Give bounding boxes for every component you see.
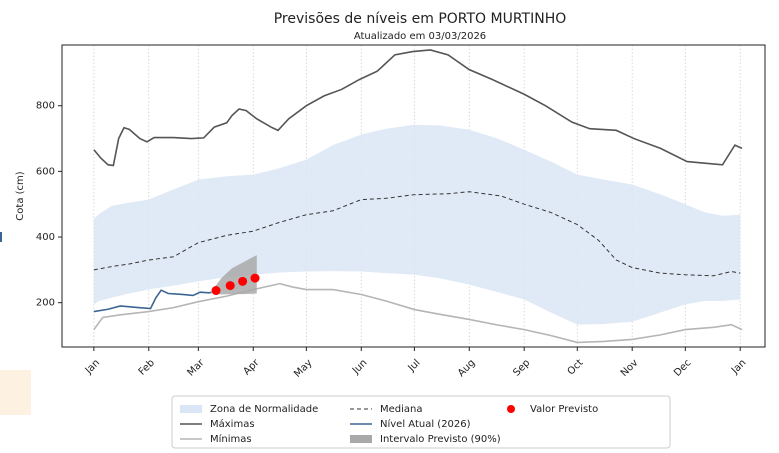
line xyxy=(93,282,743,344)
x-tick-label: Dec xyxy=(672,357,693,378)
side-panel xyxy=(0,370,31,415)
legend-swatch xyxy=(180,405,202,413)
legend-swatch xyxy=(350,435,372,443)
y-tick-label: 600 xyxy=(36,166,55,177)
legend-label: Zona de Normalidade xyxy=(210,404,318,415)
x-tick-label: Mar xyxy=(185,357,207,379)
plot-area: Jan Feb Mar Apr May Jun Jul Aug Sep Oct Nov Dec Jan 2… xyxy=(36,44,766,380)
legend-swatch xyxy=(507,405,515,413)
point xyxy=(250,273,260,283)
x-tick-label: Jul xyxy=(406,357,423,374)
x-tick-label: Feb xyxy=(137,357,157,377)
x-tick-label: Apr xyxy=(241,357,262,378)
point xyxy=(238,276,248,286)
x-tick-label: Oct xyxy=(566,357,586,377)
line xyxy=(93,49,743,167)
line xyxy=(93,289,215,313)
x-tick-label: Jun xyxy=(350,357,370,377)
legend-frame xyxy=(171,395,671,449)
y-tick-label: 800 xyxy=(36,101,55,112)
x-tick-label: Sep xyxy=(511,357,532,378)
x-tick-label: May xyxy=(292,357,314,379)
plot-frame xyxy=(61,44,766,348)
legend-label: Mínimas xyxy=(210,433,252,445)
y-tick-label: 200 xyxy=(36,298,55,309)
y-axis-label: Cota (cm) xyxy=(15,171,26,220)
chart-subtitle: Atualizado em 03/03/2026 xyxy=(354,31,486,42)
side-marker xyxy=(0,232,2,242)
legend-label: Valor Previsto xyxy=(530,404,598,415)
point xyxy=(225,281,235,291)
x-tick-label: Jan xyxy=(729,357,748,376)
point xyxy=(211,286,221,296)
legend-label: Intervalo Previsto (90%) xyxy=(380,434,501,445)
chart-title: Previsões de níveis em PORTO MURTINHO xyxy=(274,11,567,27)
legend-label: Máximas xyxy=(210,418,255,430)
x-tick-label: Nov xyxy=(619,357,641,379)
legend-label: Nível Atual (2026) xyxy=(380,418,471,430)
legend: Zona de Normalidade Máximas Mínimas Mediana… xyxy=(171,395,671,449)
x-tick-label: Jan xyxy=(83,357,102,376)
band xyxy=(93,124,741,325)
y-tick-label: 400 xyxy=(36,232,55,243)
legend-label: Mediana xyxy=(380,404,423,415)
x-tick-label: Aug xyxy=(456,357,478,379)
